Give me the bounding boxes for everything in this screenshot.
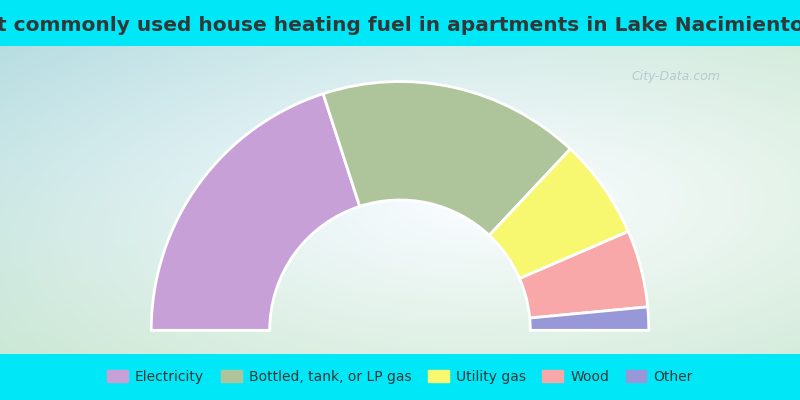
Text: Most commonly used house heating fuel in apartments in Lake Nacimiento, CA: Most commonly used house heating fuel in… <box>0 16 800 35</box>
Wedge shape <box>151 94 360 330</box>
Legend: Electricity, Bottled, tank, or LP gas, Utility gas, Wood, Other: Electricity, Bottled, tank, or LP gas, U… <box>107 370 693 384</box>
Wedge shape <box>490 149 628 278</box>
Wedge shape <box>530 307 649 330</box>
Text: City-Data.com: City-Data.com <box>631 70 720 83</box>
Wedge shape <box>323 82 570 235</box>
Wedge shape <box>519 232 648 318</box>
